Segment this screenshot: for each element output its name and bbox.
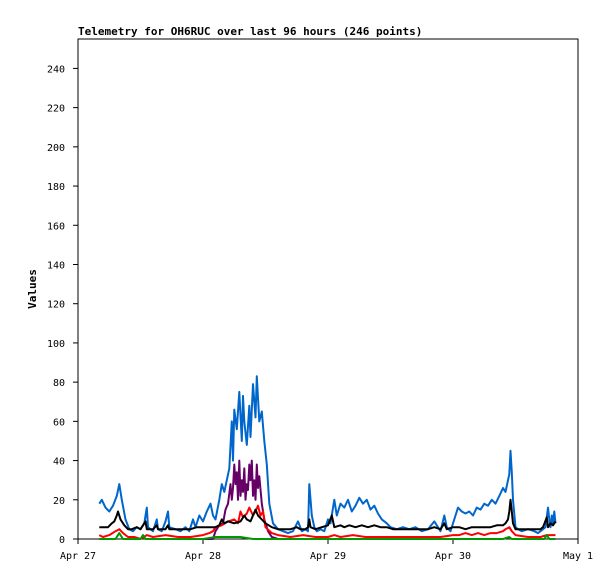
series-group <box>98 375 557 540</box>
series-line-4 <box>99 498 557 531</box>
y-tick-label: 120 <box>47 300 65 311</box>
x-tick-label: Apr 27 <box>60 551 96 562</box>
y-tick-label: 20 <box>53 496 65 507</box>
plot-area-frame <box>77 38 579 540</box>
y-tick-label: 180 <box>47 182 65 193</box>
y-axis: 0 20 40 60 80 100 120 140 160 180 200 220 240 <box>47 64 78 546</box>
y-tick-label: 240 <box>47 64 65 75</box>
series-line-1 <box>98 375 557 535</box>
y-tick-label: 0 <box>59 535 65 546</box>
y-tick-label: 60 <box>53 417 65 428</box>
x-tick-label: Apr 29 <box>310 551 346 562</box>
x-tick-label: Apr 30 <box>435 551 471 562</box>
y-axis-label: Values <box>26 269 39 309</box>
y-tick-label: 160 <box>47 221 65 232</box>
y-tick-label: 220 <box>47 104 65 115</box>
y-tick-label: 40 <box>53 457 65 468</box>
y-tick-label: 80 <box>53 378 65 389</box>
series-line-2 <box>203 459 279 540</box>
chart-title: Telemetry for OH6RUC over last 96 hours … <box>78 25 422 38</box>
x-tick-label: May 1 <box>563 551 593 562</box>
y-tick-label: 100 <box>47 339 65 350</box>
x-axis: Apr 27 Apr 28 Apr 29 Apr 30 May 1 <box>60 539 593 562</box>
y-tick-label: 200 <box>47 143 65 154</box>
y-tick-label: 140 <box>47 260 65 271</box>
series-line-3 <box>98 504 556 540</box>
series-line-5 <box>99 532 556 540</box>
x-tick-label: Apr 28 <box>185 551 221 562</box>
